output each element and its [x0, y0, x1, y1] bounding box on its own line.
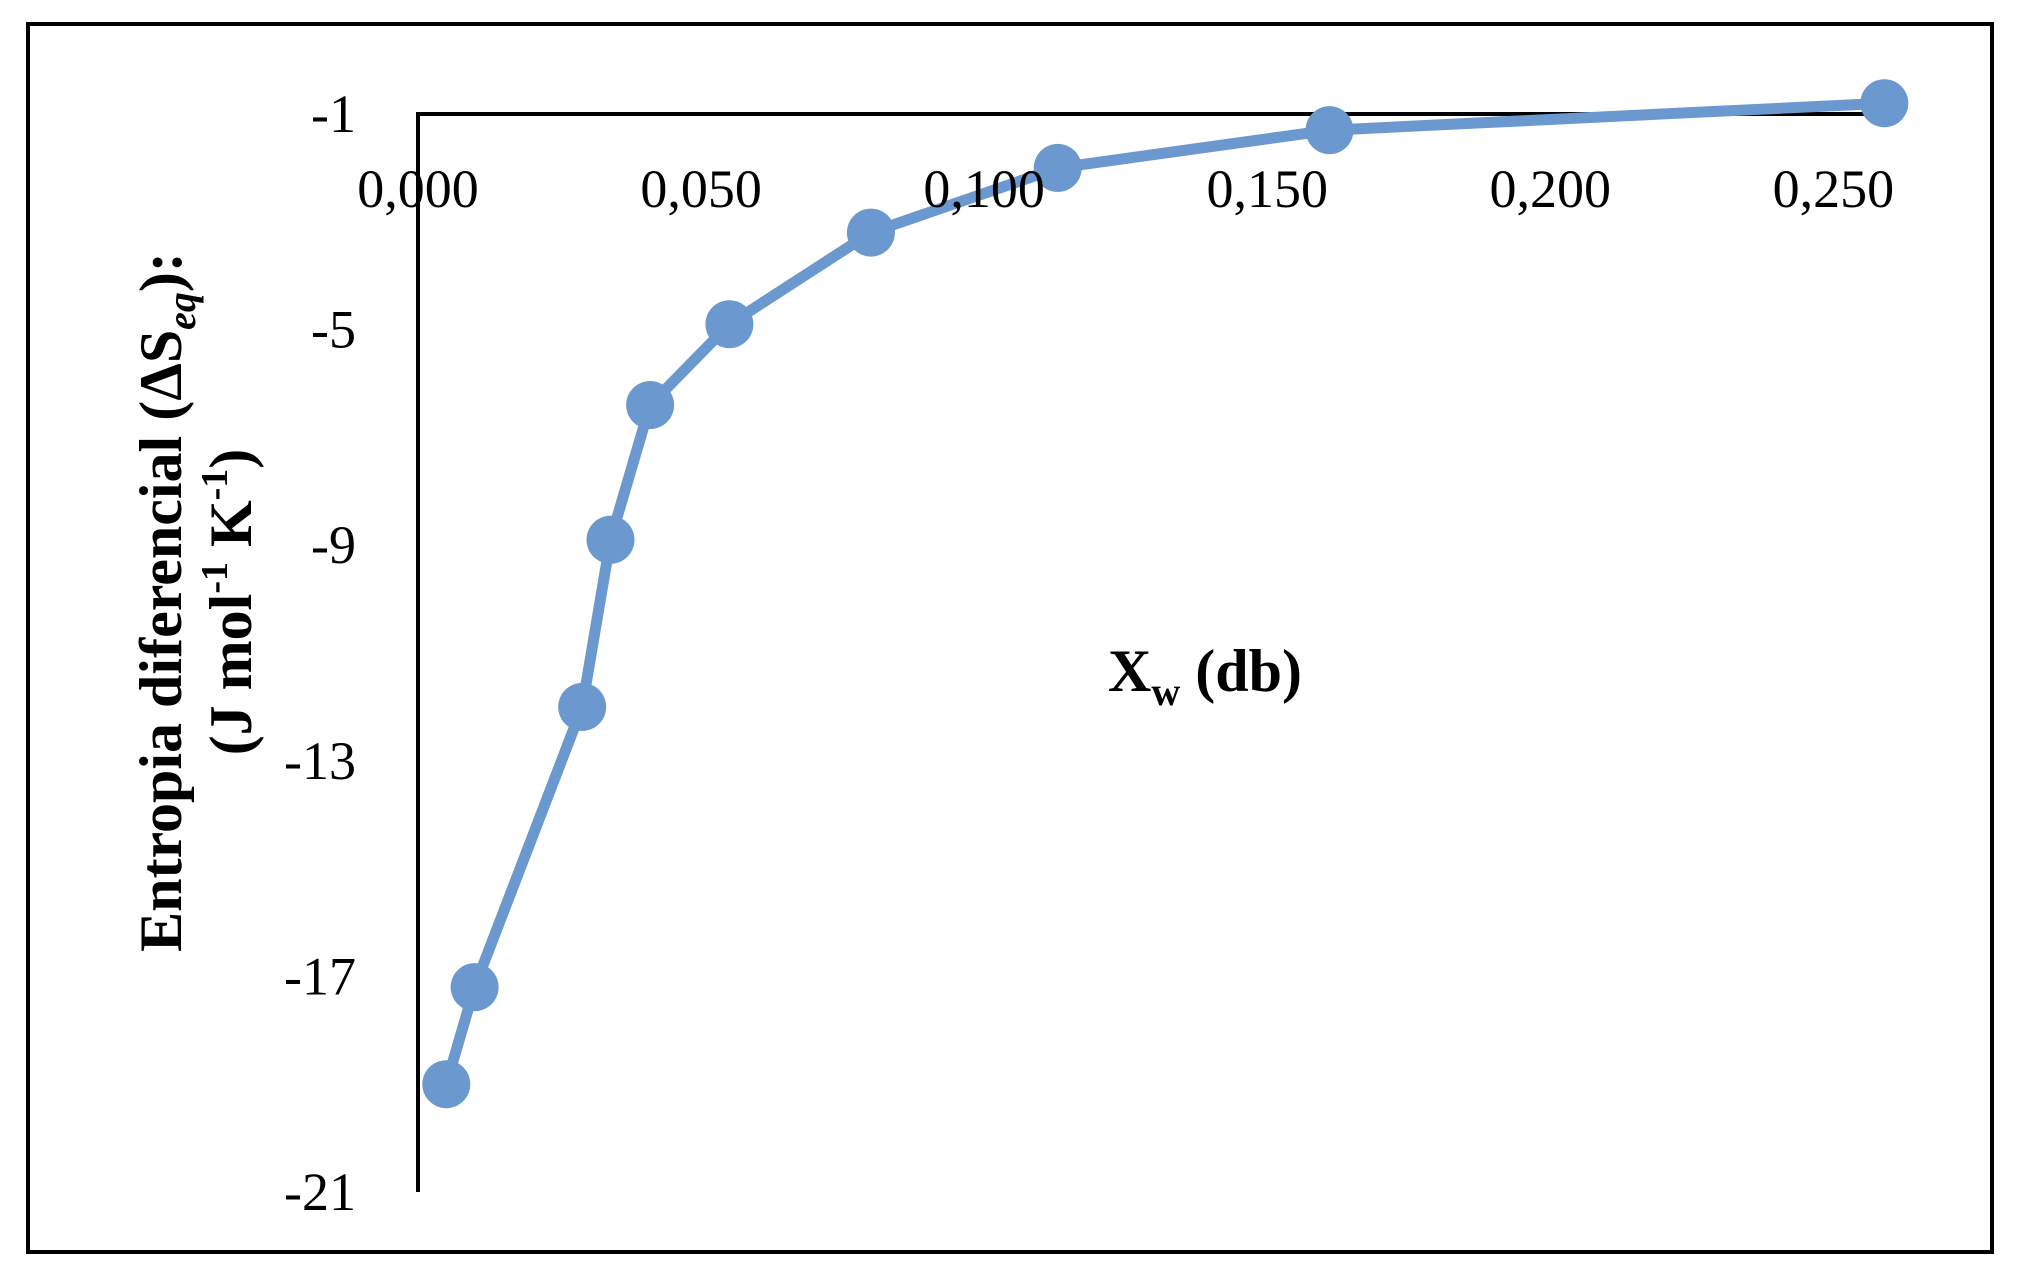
data-point [705, 300, 754, 349]
x-tick-label: 0,100 [923, 159, 1045, 219]
data-point [1305, 106, 1354, 155]
chart-border [26, 22, 1994, 1254]
y-tick-label: -17 [284, 946, 356, 1006]
data-point [846, 208, 895, 257]
y-axis-label: Entropia diferencial (ΔSeq): (J mol-1 K-… [128, 252, 264, 952]
y-axis-label-line-1: Entropia diferencial (ΔSeq): [128, 252, 204, 952]
data-point [626, 381, 675, 430]
x-tick-label: 0,200 [1490, 159, 1612, 219]
y-tick-label: -13 [284, 731, 356, 791]
data-point [1033, 143, 1082, 192]
y-tick-label: -21 [284, 1162, 356, 1222]
data-point [422, 1060, 471, 1109]
data-point [558, 682, 607, 731]
y-tick-label: -5 [311, 300, 356, 360]
series-layer [422, 79, 1909, 1109]
x-tick-label: 0,250 [1773, 159, 1895, 219]
series-line [440, 97, 1890, 1090]
data-point [1860, 79, 1909, 128]
tick-labels: 0,000 0,050 0,100 0,150 0,200 0,250 -1 -5 -9 -13 -… [284, 84, 1894, 1222]
x-tick-label: 0,050 [640, 159, 762, 219]
chart-frame: 0,000 0,050 0,100 0,150 0,200 0,250 -1 -5 -9 -13 -… [26, 22, 1994, 1254]
x-tick-label: 0,000 [357, 159, 479, 219]
data-point [586, 515, 635, 564]
x-tick-label: 0,150 [1206, 159, 1328, 219]
chart-svg: 0,000 0,050 0,100 0,150 0,200 0,250 -1 -5 -9 -13 -… [26, 22, 1994, 1254]
y-tick-label: -9 [311, 515, 356, 575]
x-axis-label: Xw (db) [1108, 638, 1302, 714]
data-point [450, 963, 499, 1012]
y-axis-label-line-2: (J mol-1 K-1) [194, 449, 264, 756]
y-tick-label: -1 [311, 84, 356, 144]
